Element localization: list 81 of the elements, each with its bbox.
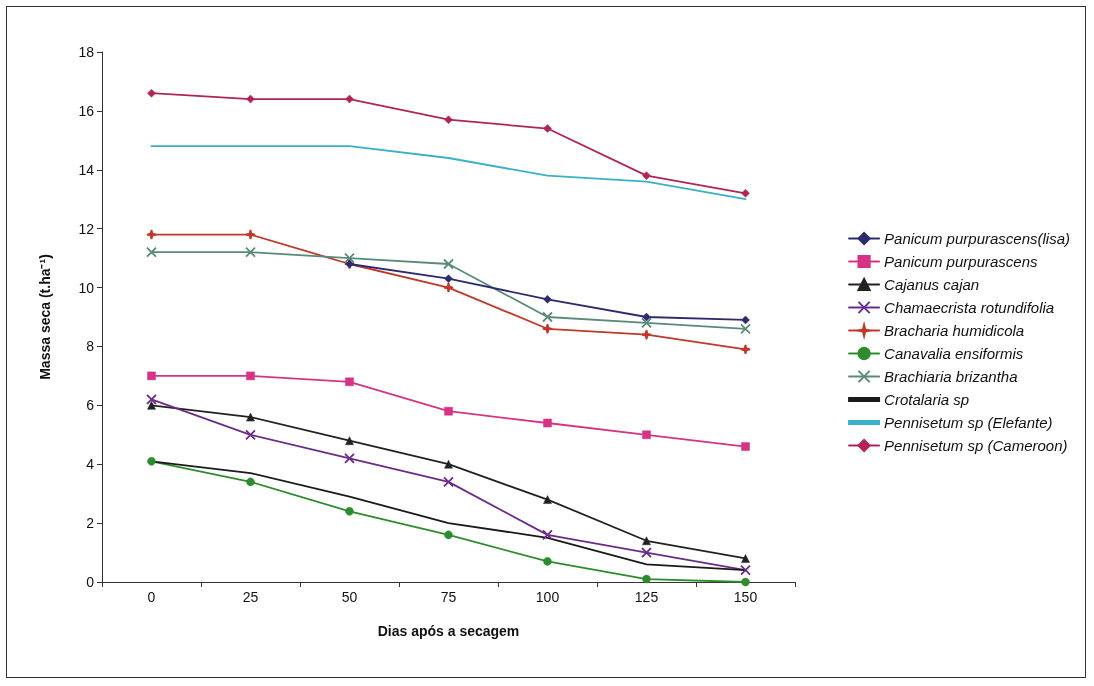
point [245, 429, 256, 441]
y-tick-label: 0 [86, 574, 95, 590]
point [642, 574, 651, 584]
point [444, 406, 453, 416]
point [246, 371, 255, 381]
y-tick-label: 2 [86, 515, 95, 532]
point [641, 547, 652, 558]
point [444, 530, 453, 540]
point [443, 258, 454, 270]
point [444, 115, 453, 124]
point [642, 536, 651, 546]
legend-label: Bracharia humidicola [884, 322, 1025, 339]
x-tick-label: 25 [242, 589, 259, 605]
point [147, 88, 156, 98]
point [740, 343, 751, 355]
y-tick-label: 14 [78, 161, 95, 178]
point [345, 436, 354, 445]
point [246, 477, 255, 487]
x-tick-label: 50 [341, 589, 358, 605]
point [543, 124, 552, 133]
x-tick-label: 0 [147, 589, 156, 605]
point [740, 323, 751, 335]
y-tick-label: 4 [86, 456, 95, 473]
legend-label: Chamaecrista rotundifolia [884, 299, 1055, 316]
point [345, 377, 354, 387]
point [146, 246, 157, 258]
legend-label: Panicum purpurascens [884, 253, 1038, 270]
y-tick-label: 6 [86, 397, 95, 414]
x-axis-title: Dias após a secagem [377, 623, 520, 639]
point [642, 430, 651, 440]
y-axis-title: Massa seca (t.ha⁻¹) [37, 254, 53, 380]
point [245, 229, 256, 240]
legend-label: Cajanus cajan [884, 276, 980, 293]
legend-label: Pennisetum sp (Cameroon) [884, 437, 1068, 454]
point [245, 246, 256, 258]
legend-label: Brachiaria brizantha [884, 368, 1018, 385]
point [642, 171, 651, 180]
point [443, 282, 454, 293]
point [741, 315, 750, 325]
point [344, 452, 355, 464]
legend-label: Canavalia ensiformis [884, 345, 1024, 362]
point [740, 564, 751, 576]
point [741, 554, 750, 563]
point [344, 252, 355, 264]
point [246, 412, 255, 422]
legend-label: Crotalaria sp [884, 391, 970, 408]
point [146, 394, 157, 405]
point [444, 274, 453, 283]
x-tick-label: 100 [535, 589, 560, 605]
point [542, 323, 553, 335]
y-tick-label: 10 [78, 279, 95, 296]
point [543, 495, 552, 504]
point [147, 371, 156, 381]
point [443, 476, 454, 488]
point [543, 295, 552, 304]
point [146, 229, 157, 240]
point [543, 557, 552, 566]
legend-label: Pennisetum sp (Elefante) [884, 414, 1053, 431]
y-tick-label: 16 [78, 102, 95, 119]
point [741, 442, 750, 451]
x-tick-label: 75 [440, 589, 457, 605]
point [642, 312, 651, 322]
point [542, 529, 553, 541]
point [543, 418, 552, 428]
point [741, 189, 750, 198]
point [641, 329, 652, 341]
x-tick-label: 150 [733, 589, 758, 605]
point [641, 317, 652, 329]
point [147, 401, 156, 410]
y-tick-label: 12 [78, 220, 95, 237]
point [147, 457, 156, 466]
point [542, 311, 553, 323]
point [345, 94, 354, 104]
point [246, 94, 255, 104]
y-tick-label: 18 [78, 44, 95, 60]
point [444, 459, 453, 469]
legend-label: Panicum purpurascens(lisa) [884, 230, 1071, 247]
point [345, 507, 354, 516]
y-tick-label: 8 [86, 338, 95, 355]
point [741, 577, 750, 587]
x-tick-label: 125 [634, 589, 659, 605]
